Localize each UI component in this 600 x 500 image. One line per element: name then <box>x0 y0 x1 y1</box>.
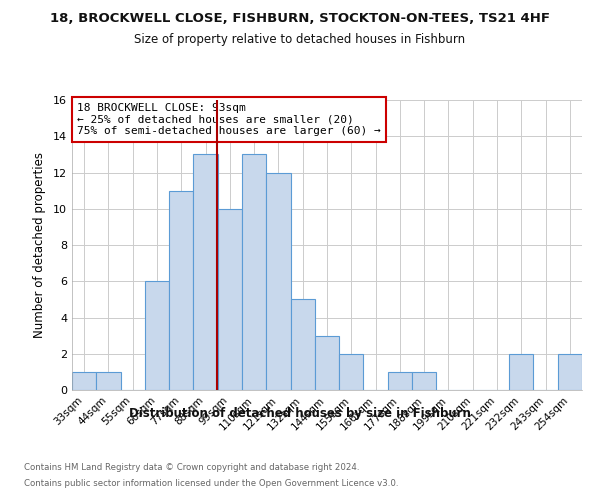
Bar <box>72 372 96 390</box>
Bar <box>242 154 266 390</box>
Bar <box>96 372 121 390</box>
Text: Size of property relative to detached houses in Fishburn: Size of property relative to detached ho… <box>134 32 466 46</box>
Bar <box>558 354 582 390</box>
Text: Contains HM Land Registry data © Crown copyright and database right 2024.: Contains HM Land Registry data © Crown c… <box>24 462 359 471</box>
Bar <box>145 281 169 390</box>
Text: 18, BROCKWELL CLOSE, FISHBURN, STOCKTON-ON-TEES, TS21 4HF: 18, BROCKWELL CLOSE, FISHBURN, STOCKTON-… <box>50 12 550 26</box>
Text: 18 BROCKWELL CLOSE: 93sqm
← 25% of detached houses are smaller (20)
75% of semi-: 18 BROCKWELL CLOSE: 93sqm ← 25% of detac… <box>77 103 381 136</box>
Bar <box>169 190 193 390</box>
Y-axis label: Number of detached properties: Number of detached properties <box>33 152 46 338</box>
Bar <box>509 354 533 390</box>
Bar <box>339 354 364 390</box>
Bar <box>218 209 242 390</box>
Bar <box>315 336 339 390</box>
Text: Contains public sector information licensed under the Open Government Licence v3: Contains public sector information licen… <box>24 479 398 488</box>
Bar <box>412 372 436 390</box>
Bar <box>193 154 218 390</box>
Bar <box>290 300 315 390</box>
Bar <box>266 172 290 390</box>
Bar <box>388 372 412 390</box>
Text: Distribution of detached houses by size in Fishburn: Distribution of detached houses by size … <box>129 408 471 420</box>
